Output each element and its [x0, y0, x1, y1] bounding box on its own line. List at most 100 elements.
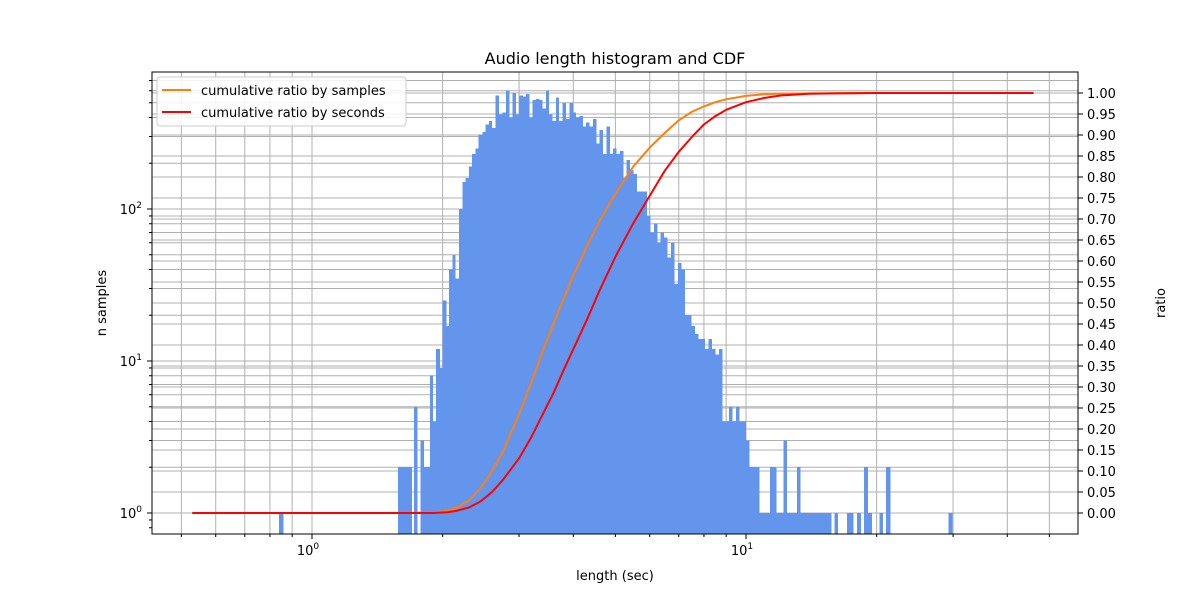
histogram-bar	[803, 513, 808, 534]
histogram-bar	[698, 338, 702, 534]
histogram-bar	[948, 513, 953, 534]
y-right-tick-label: 0.20	[1087, 423, 1116, 438]
histogram-bar	[688, 315, 692, 534]
y-right-tick-label: 1.00	[1087, 87, 1116, 102]
histogram-bar	[708, 338, 713, 534]
y-right-tick-label: 0.75	[1087, 192, 1116, 207]
y-axis-left-label: n samples	[95, 270, 110, 337]
y-right-tick-label: 0.50	[1087, 297, 1116, 312]
histogram-bar	[793, 513, 798, 534]
histogram-bar	[739, 421, 743, 534]
x-tick-label: 100	[297, 542, 320, 559]
histogram-bar	[519, 95, 523, 534]
y-right-tick-label: 0.85	[1087, 150, 1116, 165]
histogram-bar	[729, 406, 733, 534]
histogram-bar	[885, 467, 891, 534]
histogram-bar	[462, 182, 466, 534]
histogram-bar	[552, 120, 557, 534]
legend-label-seconds: cumulative ratio by seconds	[201, 106, 385, 121]
histogram-bar	[756, 467, 760, 534]
histogram-bar	[810, 513, 815, 534]
y-right-tick-label: 0.80	[1087, 171, 1116, 186]
legend: cumulative ratio by samples cumulative r…	[156, 76, 407, 127]
y-right-tick-label: 0.40	[1087, 339, 1116, 354]
histogram-bar	[423, 467, 430, 534]
legend-box	[156, 76, 407, 127]
histogram-bar	[509, 117, 513, 535]
x-axis-label: length (sec)	[576, 569, 654, 584]
y-right-tick-label: 0.05	[1087, 486, 1116, 501]
histogram-bar	[586, 122, 590, 535]
y-axis-right-label: ratio	[1154, 288, 1169, 318]
histogram-bar	[867, 513, 872, 534]
histogram-bar	[633, 173, 638, 534]
histogram-bar	[602, 154, 607, 534]
histogram-bar	[572, 112, 577, 534]
y-right-tick-label: 0.15	[1087, 444, 1116, 459]
histogram-bar	[657, 242, 661, 534]
histogram-bar	[650, 232, 655, 534]
histogram-bar	[478, 134, 483, 534]
histogram-bar	[398, 467, 408, 534]
histogram-bar	[522, 96, 526, 534]
cdf-lines	[192, 92, 1034, 514]
histogram-bar	[776, 513, 781, 534]
histogram-bar	[489, 120, 493, 534]
cdf-line-samples	[192, 92, 1034, 514]
histogram-bar	[783, 440, 787, 534]
histogram-bar	[856, 513, 861, 534]
y-right-tick-label: 0.55	[1087, 276, 1116, 291]
histogram-bar	[449, 269, 453, 534]
histogram-bar	[542, 108, 546, 535]
histogram-bar	[705, 348, 709, 534]
histogram-bar	[691, 325, 696, 534]
histogram-bar	[786, 513, 791, 534]
histogram-bar	[773, 467, 777, 534]
histogram-bar	[414, 406, 418, 534]
histogram-bar	[492, 128, 496, 534]
histogram-bar	[763, 513, 767, 534]
histogram-bar	[827, 513, 832, 534]
histogram-bar	[452, 254, 456, 534]
histogram-bar	[660, 232, 665, 534]
histogram-bar	[684, 315, 689, 534]
histogram-bar	[821, 513, 825, 534]
histogram-bar	[797, 467, 801, 534]
histogram-bar	[468, 166, 473, 534]
y-right-tick-label: 0.10	[1087, 465, 1116, 480]
histogram-bar	[746, 440, 750, 534]
histogram-bar	[643, 191, 648, 534]
histogram-bar	[671, 242, 675, 534]
histogram-bar	[674, 284, 678, 534]
histogram-bar	[725, 421, 730, 534]
histogram-bar	[532, 100, 536, 535]
histogram-bar	[599, 130, 603, 534]
histogram-bar	[667, 257, 672, 534]
histogram-bar	[863, 467, 868, 534]
histogram-bar	[566, 119, 570, 535]
histogram-bar	[640, 191, 644, 534]
histogram-bar	[539, 100, 543, 535]
histogram-bar	[475, 148, 479, 534]
histogram-bar	[442, 300, 447, 534]
histogram-bar	[472, 154, 476, 534]
histogram-bar	[850, 513, 854, 534]
histogram-bar	[626, 160, 631, 534]
histogram-bars	[279, 90, 953, 535]
histogram-bar	[722, 421, 726, 534]
histogram-bar	[807, 513, 811, 534]
histogram-bar	[596, 143, 600, 534]
histogram-bar	[420, 440, 424, 534]
y-right-tick-label: 0.30	[1087, 381, 1116, 396]
histogram-bar	[407, 467, 413, 534]
histogram-bar	[610, 154, 614, 534]
histogram-bar	[712, 348, 716, 534]
histogram-bar	[455, 278, 459, 534]
histogram-bar	[606, 126, 611, 534]
histogram-bar	[502, 112, 507, 534]
histogram-bar	[847, 513, 851, 534]
histogram-bar	[677, 263, 682, 534]
histogram-bar	[647, 215, 651, 534]
histogram-bar	[545, 90, 550, 534]
histogram-bar	[742, 421, 746, 534]
